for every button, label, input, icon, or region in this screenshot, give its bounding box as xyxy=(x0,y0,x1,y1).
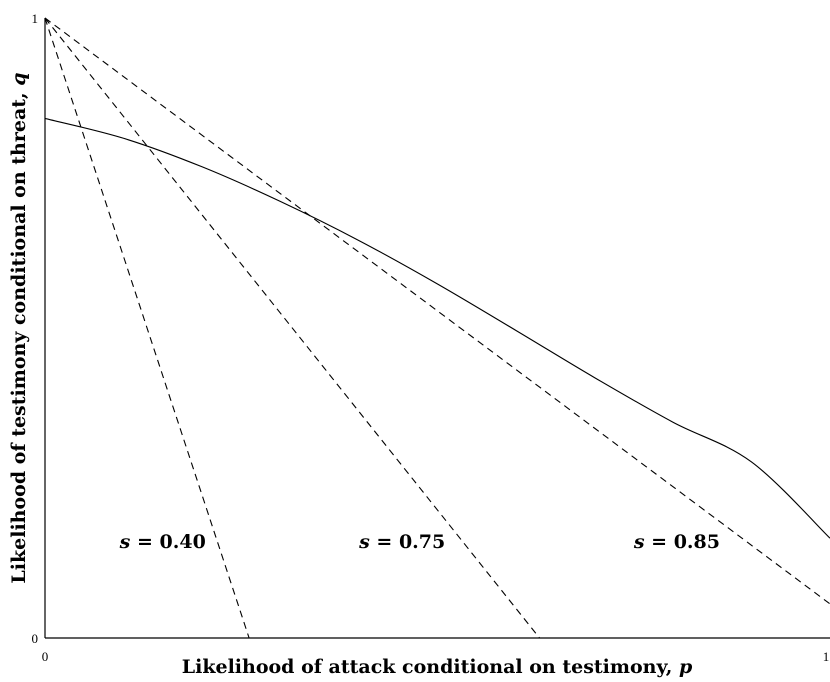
annotation-0: s = 0.40 xyxy=(119,531,206,553)
series-line-dashed-3 xyxy=(44,17,830,605)
y-tick-label-0: 0 xyxy=(32,631,39,646)
annotation-2: s = 0.85 xyxy=(633,531,720,553)
annotations: s = 0.40 s = 0.75 s = 0.85 xyxy=(119,531,720,553)
x-tick-label-1: 1 xyxy=(823,649,830,664)
series-layer xyxy=(44,17,830,639)
x-axis-label: Likelihood of attack conditional on test… xyxy=(182,656,693,678)
x-tick-label-0: 0 xyxy=(42,649,49,664)
series-line-dashed-2 xyxy=(44,17,540,639)
y-tick-label-1: 1 xyxy=(32,11,39,26)
y-axis-label: Likelihood of testimony conditional on t… xyxy=(8,72,30,583)
series-line-dashed-1 xyxy=(44,17,250,639)
tick-labels: 0 1 0 1 xyxy=(32,11,830,664)
series-line-solid xyxy=(44,117,830,539)
annotation-1: s = 0.75 xyxy=(358,531,445,553)
plot-area xyxy=(44,18,830,639)
